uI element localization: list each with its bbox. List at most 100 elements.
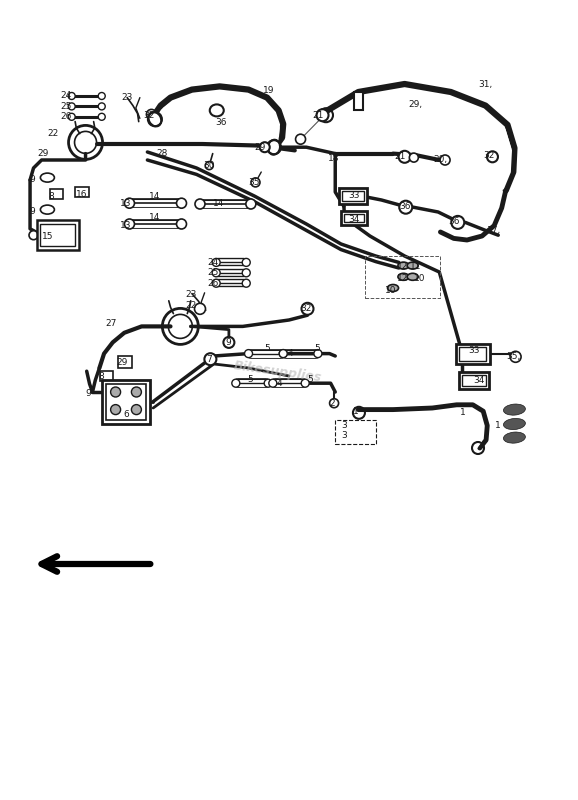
Ellipse shape [407,262,418,269]
Text: 1: 1 [460,408,465,418]
Text: 32: 32 [301,304,312,314]
Text: 3: 3 [342,431,347,441]
Ellipse shape [98,114,105,120]
Text: 25: 25 [207,268,218,278]
Text: 28: 28 [156,149,168,158]
Text: 16: 16 [76,190,88,199]
Ellipse shape [279,350,287,358]
Ellipse shape [510,351,521,362]
Ellipse shape [487,151,498,162]
Text: 9: 9 [29,207,35,217]
Bar [339,188,366,204]
Ellipse shape [146,110,157,119]
Text: 14: 14 [213,199,224,209]
Ellipse shape [451,216,464,229]
Text: 9: 9 [225,338,231,347]
Ellipse shape [251,178,260,187]
Text: 27: 27 [105,318,117,328]
Bar [344,214,364,222]
Text: 29: 29 [38,149,49,158]
Text: 9: 9 [85,389,91,398]
Text: 13: 13 [120,199,132,209]
Text: 2: 2 [329,398,335,408]
Ellipse shape [246,199,256,209]
Text: 33: 33 [468,346,480,355]
Ellipse shape [260,142,270,152]
Text: 21: 21 [313,110,324,120]
Text: 34: 34 [473,376,484,386]
Ellipse shape [212,269,220,277]
Text: 19: 19 [263,86,275,95]
Ellipse shape [195,199,205,209]
Ellipse shape [212,258,220,266]
Text: 22: 22 [47,129,59,138]
Ellipse shape [205,162,213,170]
Bar [342,191,364,201]
Text: 30: 30 [203,161,215,170]
Text: 31,: 31, [479,80,492,90]
Text: 29,: 29, [408,99,422,109]
Text: 13: 13 [120,221,132,230]
Text: 4: 4 [277,379,283,389]
Ellipse shape [98,93,105,99]
Ellipse shape [314,350,322,358]
Text: 5: 5 [247,374,253,384]
Ellipse shape [398,274,409,280]
Ellipse shape [407,274,418,280]
Text: 7: 7 [206,355,212,365]
Text: 10: 10 [385,286,397,295]
Bar [101,371,113,381]
Text: 18: 18 [328,154,340,163]
Text: 26: 26 [207,278,218,288]
Text: 1: 1 [353,407,358,417]
Ellipse shape [301,379,309,387]
Circle shape [110,387,121,397]
Circle shape [110,405,121,414]
Ellipse shape [279,350,287,358]
Text: 34: 34 [348,214,360,224]
Text: 35,: 35, [506,352,520,362]
Ellipse shape [149,112,161,126]
Bar [462,375,486,386]
Text: 32: 32 [483,151,495,161]
Ellipse shape [212,279,220,287]
Ellipse shape [399,150,410,162]
Bar [40,224,75,246]
Ellipse shape [176,219,187,229]
Bar [118,355,132,367]
Text: 36: 36 [449,217,460,226]
Ellipse shape [124,198,135,208]
Ellipse shape [399,201,412,214]
Circle shape [131,405,142,414]
Text: 1: 1 [495,421,501,430]
Text: 11: 11 [410,262,422,271]
Ellipse shape [242,258,250,266]
Text: 21: 21 [394,152,406,162]
Bar [459,372,489,390]
Ellipse shape [176,198,187,208]
Ellipse shape [268,140,280,154]
Text: 5: 5 [264,344,270,354]
Text: 36: 36 [215,118,227,127]
Ellipse shape [29,230,38,240]
Ellipse shape [503,404,525,415]
Ellipse shape [387,285,399,291]
Ellipse shape [68,114,75,120]
Ellipse shape [244,350,253,358]
Text: 23: 23 [185,290,197,299]
Text: 22: 22 [185,301,197,310]
Text: 29: 29 [117,358,128,367]
Text: 3: 3 [342,421,347,430]
Text: 17,: 17, [487,226,501,235]
Ellipse shape [269,379,277,387]
Text: 33: 33 [348,190,360,200]
Bar [102,380,150,424]
Text: 32: 32 [143,110,155,120]
Bar [460,346,486,361]
Text: 25: 25 [61,102,72,111]
Ellipse shape [317,110,328,122]
Text: 26: 26 [61,112,72,122]
Text: 8: 8 [48,192,54,202]
Bar [456,344,490,363]
Ellipse shape [503,432,525,443]
